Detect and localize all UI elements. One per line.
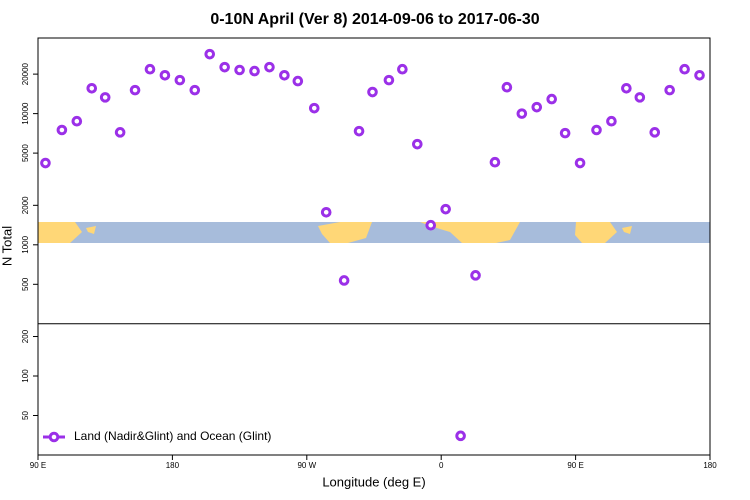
point xyxy=(174,74,186,86)
point xyxy=(353,125,365,137)
point xyxy=(412,138,423,150)
y-tick-label: 200 xyxy=(21,329,30,343)
y-tick-label: 10000 xyxy=(21,102,30,125)
point xyxy=(234,64,245,76)
point xyxy=(219,61,230,73)
point xyxy=(383,74,395,86)
point xyxy=(159,69,171,81)
point xyxy=(320,206,332,218)
point xyxy=(114,127,126,138)
point xyxy=(591,124,602,136)
point xyxy=(679,63,690,75)
point xyxy=(470,270,481,281)
point xyxy=(56,124,68,136)
chart-title: 0-10N April (Ver 8) 2014-09-06 to 2017-0… xyxy=(210,11,539,28)
point xyxy=(455,430,466,442)
y-tick-label: 2000 xyxy=(21,196,30,214)
point xyxy=(649,127,661,138)
map-strip xyxy=(38,222,710,243)
x-tick-label: 0 xyxy=(439,461,444,470)
point xyxy=(516,108,528,119)
x-tick-label: 90 E xyxy=(30,461,46,470)
x-axis-label: Longitude (deg E) xyxy=(322,474,425,489)
point xyxy=(189,84,201,96)
point xyxy=(664,84,675,96)
legend-label: Land (Nadir&Glint) and Ocean (Glint) xyxy=(74,429,271,443)
y-tick-label: 50 xyxy=(21,411,30,420)
point xyxy=(144,63,156,75)
point xyxy=(425,219,437,231)
point xyxy=(264,61,275,73)
point xyxy=(489,156,501,168)
y-tick-label: 5000 xyxy=(21,144,30,162)
legend-marker xyxy=(48,431,60,443)
point xyxy=(204,48,216,60)
y-axis-label: N Total xyxy=(0,226,14,266)
point xyxy=(606,115,617,127)
point xyxy=(621,82,632,94)
point xyxy=(249,65,260,77)
x-tick-label: 90 W xyxy=(297,461,316,470)
point xyxy=(129,84,141,96)
point xyxy=(531,101,543,113)
point xyxy=(292,75,304,87)
x-tick-label: 180 xyxy=(166,461,180,470)
plot-frame xyxy=(37,37,711,456)
y-tick-label: 1000 xyxy=(21,235,30,253)
point xyxy=(71,115,83,127)
point xyxy=(338,275,350,286)
x-tick-label: 90 E xyxy=(567,461,583,470)
point xyxy=(86,82,98,94)
point xyxy=(574,157,586,169)
point xyxy=(440,203,451,215)
point xyxy=(279,69,290,81)
point xyxy=(397,63,408,75)
point xyxy=(308,102,320,114)
x-tick-label: 180 xyxy=(703,461,717,470)
point xyxy=(40,157,51,169)
point xyxy=(634,92,646,103)
y-tick-label: 20000 xyxy=(21,62,30,85)
point xyxy=(367,86,378,98)
point xyxy=(546,93,558,105)
point xyxy=(559,127,571,139)
y-tick-label: 500 xyxy=(21,277,30,291)
y-tick-label: 100 xyxy=(21,369,30,383)
point xyxy=(694,69,705,81)
point xyxy=(501,81,513,93)
point xyxy=(99,92,111,103)
